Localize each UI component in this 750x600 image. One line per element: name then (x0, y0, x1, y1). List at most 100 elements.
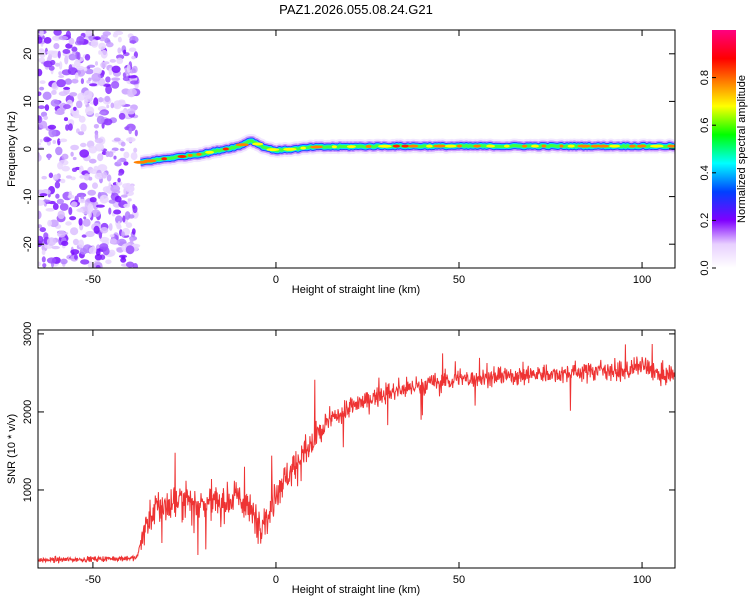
noise-blob (123, 49, 127, 54)
noise-blob (125, 123, 136, 132)
noise-blob (71, 78, 79, 84)
noise-blob (80, 78, 84, 85)
noise-blob (118, 112, 126, 120)
ridge-peak-spot (629, 144, 636, 148)
noise-blob (38, 199, 45, 206)
noise-blob (114, 195, 122, 203)
noise-blob (87, 261, 94, 268)
ridge-peak-spot (433, 144, 446, 148)
noise-blob (105, 85, 112, 95)
noise-blob (39, 80, 46, 84)
noise-blob (95, 248, 101, 256)
noise-blob (127, 88, 137, 96)
noise-blob (115, 181, 123, 186)
noise-blob (72, 114, 82, 119)
noise-blob (72, 51, 77, 55)
noise-blob (108, 199, 116, 204)
ridge-peak-spot (567, 144, 575, 148)
ridge-peak-spot (161, 157, 168, 161)
noise-blob (106, 104, 110, 109)
ridge-peak-spot (504, 144, 510, 148)
noise-blob (100, 34, 109, 39)
noise-blob (51, 245, 60, 250)
noise-blob (72, 156, 77, 161)
noise-blob (83, 66, 88, 72)
noise-blob (62, 49, 71, 54)
spectrogram-y-tick-label: 10 (22, 95, 34, 107)
noise-blob (116, 57, 124, 64)
noise-blob (44, 104, 50, 111)
ridge-peak-spot (667, 144, 675, 148)
noise-blob (126, 261, 135, 268)
noise-blob (55, 146, 63, 156)
noise-blob (94, 254, 102, 261)
noise-blob (94, 36, 101, 41)
snr-x-tick-label: 50 (453, 574, 465, 586)
noise-blob (57, 50, 61, 59)
snr-y-tick-label: 2000 (22, 400, 34, 424)
noise-blob (109, 59, 117, 63)
noise-blob (115, 215, 123, 224)
snr-x-tick-label: -50 (85, 574, 101, 586)
noise-blob (132, 204, 136, 210)
ridge-peak-spot (196, 152, 202, 156)
noise-blob (125, 184, 132, 191)
noise-blob (64, 78, 73, 85)
noise-blob (83, 216, 87, 220)
noise-blob (68, 123, 73, 131)
noise-blob (38, 235, 44, 244)
noise-blob (38, 224, 43, 229)
spectrogram-panel: -50 0 50 100 -20 -10 0 10 20 Height of straight… (6, 29, 676, 296)
noise-blob (105, 150, 110, 158)
noise-blob (45, 137, 52, 142)
noise-blob (42, 263, 47, 268)
noise-blob (131, 228, 136, 235)
noise-blob (38, 261, 41, 267)
noise-blob (58, 35, 69, 41)
noise-blob (129, 69, 135, 74)
noise-blob (78, 218, 83, 226)
noise-blob (99, 194, 109, 204)
noise-blob (42, 91, 52, 101)
noise-blob (112, 103, 120, 109)
spectrogram-x-ticks: -50 0 50 100 (85, 30, 651, 286)
frequency-ridge (133, 134, 675, 170)
noise-blob (78, 115, 86, 123)
snr-y-label: SNR (10 * v/v) (6, 414, 18, 484)
noise-blob (39, 227, 46, 233)
noise-blob (101, 171, 108, 179)
ridge-peak-spot (522, 144, 528, 148)
noise-blob (65, 221, 72, 226)
noise-blob (74, 72, 79, 80)
snr-panel: -50 0 50 100 1000 2000 3000 Height of straigh… (6, 322, 676, 596)
noise-blob (118, 172, 123, 176)
noise-blob (56, 79, 66, 88)
noise-blob (50, 99, 60, 107)
ridge-peak-spot (266, 148, 280, 152)
ridge-peak-spot (222, 147, 229, 151)
noise-blob (58, 159, 69, 166)
snr-x-tick-label: 100 (633, 574, 651, 586)
noise-blob (120, 194, 128, 198)
noise-blob (97, 97, 105, 103)
noise-blob (46, 237, 57, 246)
noise-blob (98, 42, 106, 50)
noise-blob (39, 138, 43, 143)
noise-blob (108, 249, 116, 257)
ridge-peak-spot (577, 144, 591, 148)
noise-blob (88, 176, 93, 181)
spectrogram-y-tick-label: 20 (22, 48, 34, 60)
noise-blob (93, 225, 100, 234)
ridge-peak-spot (365, 144, 372, 148)
ridge-peak-spot (310, 145, 323, 149)
noise-blob (127, 198, 132, 202)
noise-blob (128, 75, 138, 79)
spectrogram-x-label: Height of straight line (km) (292, 284, 420, 296)
noise-blob (98, 111, 107, 115)
noise-blob (129, 40, 137, 44)
noise-blob (58, 61, 63, 70)
noise-blob (68, 64, 73, 71)
noise-blob (76, 100, 83, 109)
ridge-peak-spot (559, 144, 564, 148)
